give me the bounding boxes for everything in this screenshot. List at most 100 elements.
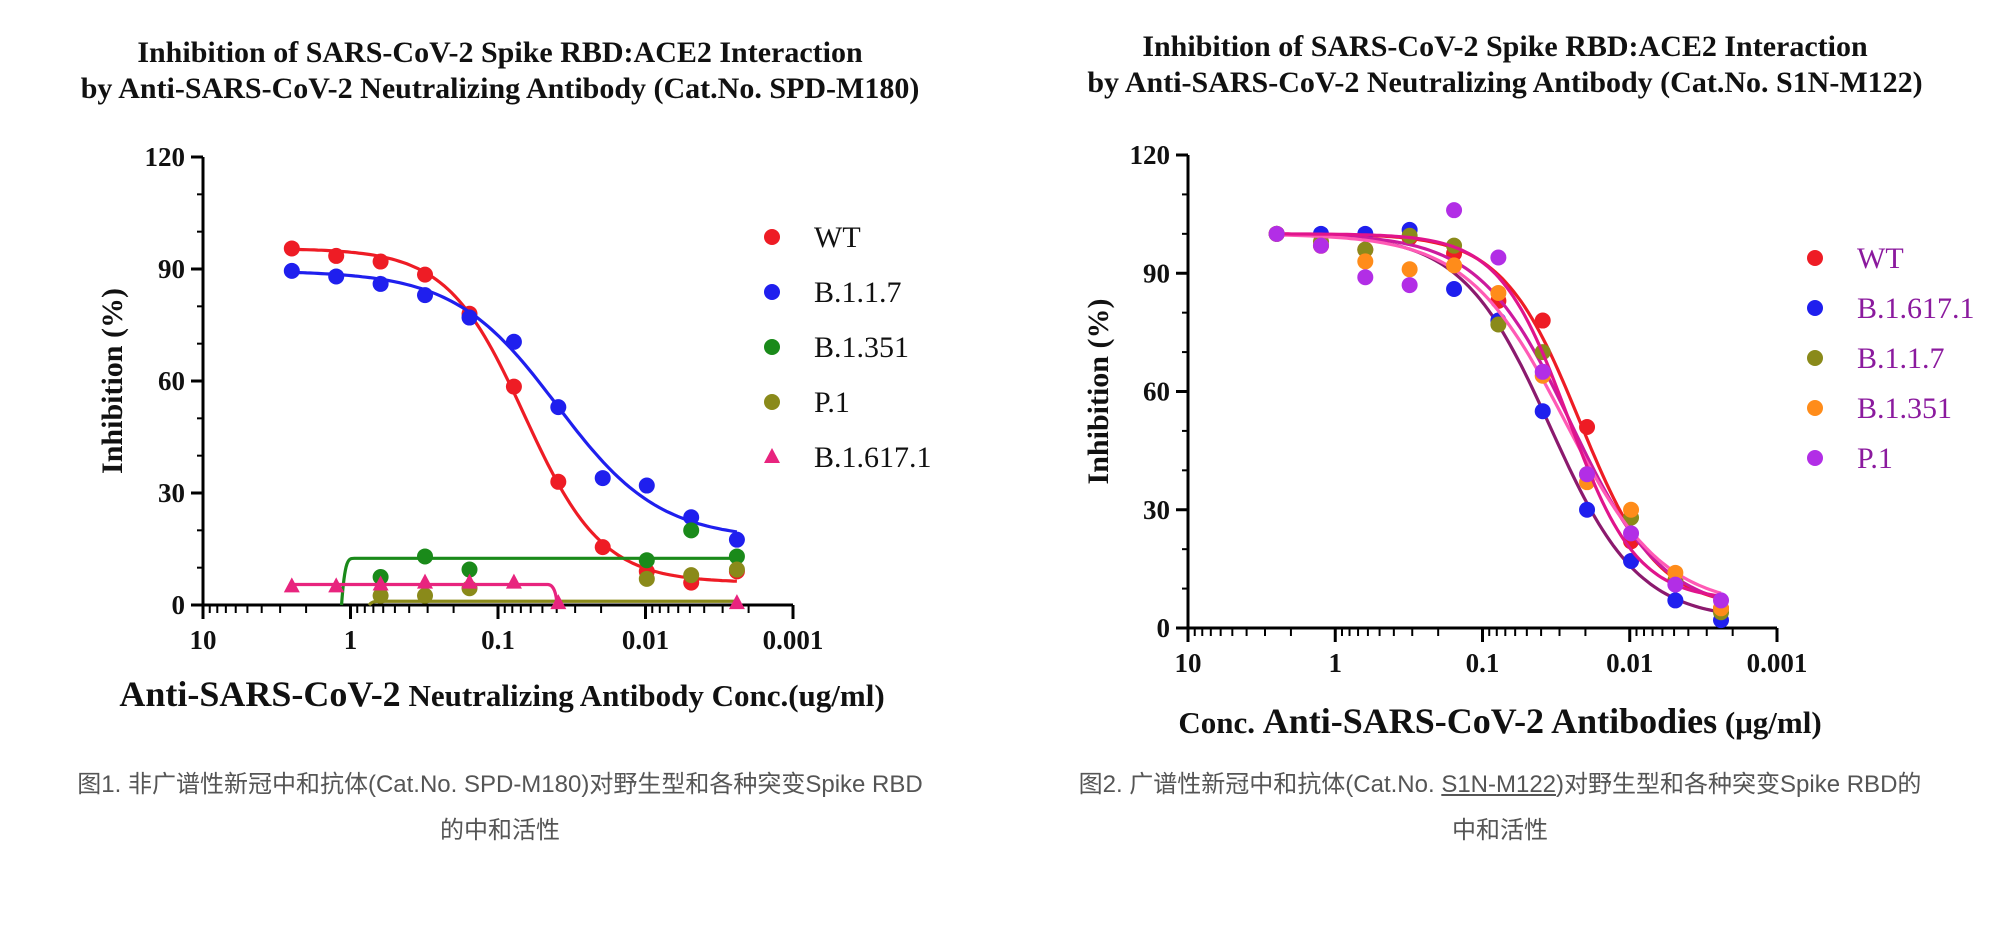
y-tick-label: 120 (1130, 140, 1171, 170)
x-axis-label-part: Anti-SARS-CoV-2 (119, 674, 400, 714)
chart-subtitle: by Anti-SARS-CoV-2 Neutralizing Antibody… (81, 72, 920, 105)
data-point-b-1-1-7 (728, 531, 745, 548)
data-point-p-1 (638, 570, 655, 587)
legend-label-b-1-617-1: B.1.617.1 (814, 441, 932, 474)
x-tick-label: 1 (1329, 648, 1343, 678)
legend-marker-b-1-351 (764, 339, 780, 355)
data-point-p-1 (728, 561, 745, 578)
data-point-b-1-617-1 (550, 594, 567, 610)
figure-caption-left: 图1. 非广谱性新冠中和抗体(Cat.No. SPD-M180)对野生型和各种突… (35, 762, 965, 854)
y-tick-label: 30 (158, 478, 185, 508)
fit-curve-b-1-351 (339, 556, 737, 606)
data-point-b-1-351 (638, 552, 655, 569)
series-b-1-617-1 (283, 573, 745, 610)
data-point-b-1-1-7 (328, 268, 345, 285)
legend: WT B.1.1.7 B.1.351 P.1 B.1.617.1 (764, 221, 932, 474)
chart-title: Inhibition of SARS-CoV-2 Spike RBD:ACE2 … (137, 36, 863, 69)
data-point-b-1-1-7 (505, 333, 522, 350)
caption-right-line2: 中和活性 (1452, 817, 1548, 844)
legend-marker-wt (764, 229, 780, 245)
data-point-b-1-617-1 (728, 594, 745, 610)
data-point-p-1 (1667, 576, 1684, 593)
legend-label-p-1: P.1 (1857, 442, 1893, 475)
legend-label-p-1: P.1 (814, 386, 850, 419)
legend-marker-p-1 (764, 394, 780, 410)
series-wt (1268, 225, 1730, 617)
data-point-b-1-1-7 (1357, 241, 1374, 258)
legend-marker-p-1 (1807, 450, 1823, 466)
data-point-p-1 (1357, 269, 1374, 286)
data-point-b-1-351 (683, 522, 700, 539)
legend-label-b-1-1-7: B.1.1.7 (1857, 342, 1945, 375)
series-b-1-351 (1268, 225, 1730, 617)
data-point-p-1 (1623, 525, 1640, 542)
caption-right-line1-a: 图2. 广谱性新冠中和抗体(Cat.No. (1078, 771, 1442, 798)
y-tick-label: 90 (1143, 258, 1170, 288)
data-point-p-1 (1268, 225, 1285, 242)
data-point-p-1 (1401, 277, 1418, 294)
data-point-b-1-1-7 (372, 275, 389, 292)
data-point-wt (328, 247, 345, 264)
chart-left: Inhibition of SARS-CoV-2 Spike RBD:ACE2 … (81, 36, 932, 714)
x-axis-label-part: Anti-SARS-CoV-2 Antibodies (1263, 701, 1717, 741)
chart-panel-left: Inhibition of SARS-CoV-2 Spike RBD:ACE2 … (35, 36, 965, 854)
axes: 0 30 60 90 120 10 1 0.1 0.01 0.001 (145, 142, 824, 655)
data-point-b-1-1-7 (594, 470, 611, 487)
data-point-b-1-351 (1357, 253, 1374, 270)
x-tick-label: 10 (1175, 648, 1202, 678)
caption-right-line1: 图2. 广谱性新冠中和抗体(Cat.No. S1N-M122)对野生型和各种突变… (1035, 762, 1965, 808)
x-axis-label-part: Conc. (1178, 705, 1262, 740)
legend-marker-b-1-617-1 (1807, 300, 1823, 316)
data-point-b-1-1-7 (1490, 316, 1507, 333)
data-point-wt (1579, 418, 1596, 435)
data-point-p-1 (683, 567, 700, 584)
data-point-wt (1534, 312, 1551, 329)
legend-marker-b-1-617-1 (764, 448, 780, 463)
data-point-b-1-351 (1667, 564, 1684, 581)
data-point-b-1-351 (1623, 501, 1640, 518)
data-point-b-1-617-1 (1446, 281, 1463, 298)
series-p-1 (1268, 202, 1730, 609)
caption-right-line1-b: )对野生型和各种突变Spike RBD的 (1556, 771, 1922, 798)
chart-title: Inhibition of SARS-CoV-2 Spike RBD:ACE2 … (1142, 30, 1868, 63)
x-tick-label: 0.01 (1606, 648, 1653, 678)
chart-panel-right: Inhibition of SARS-CoV-2 Spike RBD:ACE2 … (1000, 0, 2000, 932)
data-point-b-1-351 (728, 548, 745, 565)
data-point-b-1-351 (1446, 257, 1463, 274)
x-tick-label: 0.1 (1466, 648, 1500, 678)
legend-marker-b-1-1-7 (764, 284, 780, 300)
data-point-b-1-351 (417, 548, 434, 565)
data-point-b-1-351 (461, 561, 478, 578)
data-point-b-1-617-1 (1623, 552, 1640, 569)
legend-label-b-1-1-7: B.1.1.7 (814, 276, 902, 309)
caption-product-link[interactable]: S1N-M122 (1441, 771, 1557, 798)
legend-label-wt: WT (814, 221, 861, 254)
data-point-b-1-617-1 (1534, 403, 1551, 420)
data-point-b-1-617-1 (417, 573, 434, 589)
data-point-b-1-617-1 (505, 573, 522, 589)
figure-caption-right: 图2. 广谱性新冠中和抗体(Cat.No. S1N-M122)对野生型和各种突变… (1035, 762, 1965, 854)
series-wt (283, 240, 745, 591)
data-point-p-1 (1579, 466, 1596, 483)
data-point-b-1-1-7 (1401, 227, 1418, 244)
axes: 0 30 60 90 120 10 1 0.1 0.01 0.001 (1130, 140, 1808, 678)
fit-curve-b-1-351 (1276, 233, 1722, 595)
legend-marker-b-1-351 (1807, 400, 1823, 416)
y-tick-label: 120 (145, 142, 186, 172)
caption-left-line1: 图1. 非广谱性新冠中和抗体(Cat.No. SPD-M180)对野生型和各种突… (77, 771, 923, 798)
y-tick-label: 60 (158, 366, 185, 396)
y-axis-label: Inhibition (%) (1082, 299, 1115, 485)
x-axis-label-part: (μg/ml) (1717, 705, 1822, 740)
x-axis-label: Conc. Anti-SARS-CoV-2 Antibodies (μg/ml) (1178, 701, 1821, 741)
data-point-b-1-617-1 (1667, 592, 1684, 609)
legend-label-wt: WT (1857, 242, 1904, 275)
data-point-p-1 (1312, 237, 1329, 254)
fit-curve-p-1 (1276, 232, 1722, 598)
data-point-b-1-617-1 (1579, 501, 1596, 518)
data-point-b-1-617-1 (283, 577, 300, 593)
data-point-wt (505, 378, 522, 395)
x-tick-label: 0.001 (1747, 648, 1808, 678)
data-point-wt (417, 266, 434, 283)
x-tick-label: 0.01 (622, 625, 669, 655)
y-tick-label: 0 (1157, 613, 1171, 643)
